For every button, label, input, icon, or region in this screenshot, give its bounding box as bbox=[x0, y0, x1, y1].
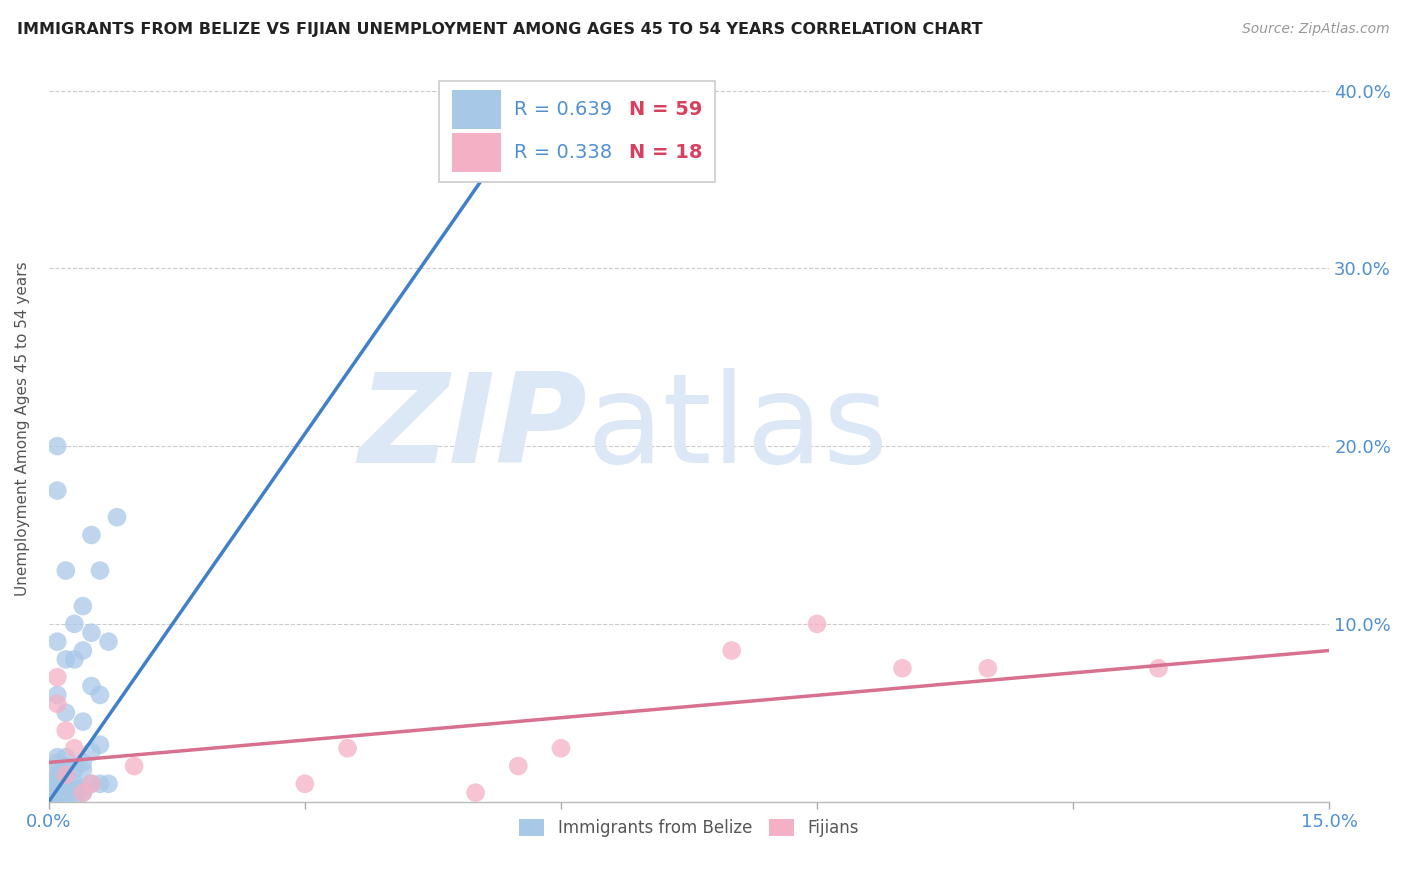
Point bbox=[38, 791, 60, 805]
Point bbox=[38, 784, 60, 798]
Point bbox=[80, 745, 103, 759]
Point bbox=[55, 759, 77, 773]
Point bbox=[46, 483, 69, 498]
Point bbox=[55, 750, 77, 764]
Point bbox=[63, 777, 86, 791]
Point bbox=[38, 788, 60, 802]
Point bbox=[72, 599, 94, 613]
Y-axis label: Unemployment Among Ages 45 to 54 years: Unemployment Among Ages 45 to 54 years bbox=[15, 261, 30, 596]
Point bbox=[80, 528, 103, 542]
Point bbox=[72, 714, 94, 729]
Point bbox=[46, 439, 69, 453]
Point bbox=[97, 634, 120, 648]
Point bbox=[294, 777, 316, 791]
Point bbox=[977, 661, 1000, 675]
Point bbox=[806, 616, 828, 631]
Point bbox=[46, 768, 69, 782]
Bar bbox=[453, 90, 501, 129]
Point bbox=[46, 784, 69, 798]
Point bbox=[72, 763, 94, 777]
Point bbox=[1147, 661, 1170, 675]
Point bbox=[63, 780, 86, 795]
Point bbox=[72, 786, 94, 800]
Text: ZIP: ZIP bbox=[357, 368, 586, 489]
Point bbox=[122, 759, 145, 773]
Point bbox=[63, 652, 86, 666]
Point bbox=[72, 780, 94, 795]
Point bbox=[55, 786, 77, 800]
Point bbox=[46, 763, 69, 777]
Bar bbox=[453, 133, 501, 171]
Point bbox=[55, 777, 77, 791]
Point bbox=[55, 652, 77, 666]
Point bbox=[720, 643, 742, 657]
Point bbox=[336, 741, 359, 756]
FancyBboxPatch shape bbox=[439, 81, 714, 182]
Point bbox=[508, 759, 530, 773]
Text: N = 18: N = 18 bbox=[628, 143, 703, 161]
Text: R = 0.338: R = 0.338 bbox=[513, 143, 612, 161]
Point bbox=[550, 741, 572, 756]
Point bbox=[46, 777, 69, 791]
Point bbox=[105, 510, 128, 524]
Text: Source: ZipAtlas.com: Source: ZipAtlas.com bbox=[1241, 22, 1389, 37]
Point bbox=[38, 780, 60, 795]
Point bbox=[97, 777, 120, 791]
Point bbox=[63, 741, 86, 756]
Point bbox=[55, 789, 77, 804]
Point bbox=[89, 738, 111, 752]
Text: N = 59: N = 59 bbox=[628, 100, 702, 120]
Point bbox=[89, 688, 111, 702]
Point bbox=[46, 697, 69, 711]
Point bbox=[38, 782, 60, 797]
Point bbox=[46, 789, 69, 804]
Point bbox=[89, 777, 111, 791]
Point bbox=[63, 763, 86, 777]
Point bbox=[891, 661, 914, 675]
Point bbox=[55, 768, 77, 782]
Point bbox=[72, 756, 94, 770]
Legend: Immigrants from Belize, Fijians: Immigrants from Belize, Fijians bbox=[510, 811, 868, 846]
Point bbox=[80, 777, 103, 791]
Point bbox=[63, 786, 86, 800]
Point bbox=[46, 670, 69, 684]
Point bbox=[80, 679, 103, 693]
Point bbox=[55, 564, 77, 578]
Point bbox=[72, 643, 94, 657]
Point bbox=[46, 756, 69, 770]
Point bbox=[46, 750, 69, 764]
Point bbox=[72, 786, 94, 800]
Text: IMMIGRANTS FROM BELIZE VS FIJIAN UNEMPLOYMENT AMONG AGES 45 TO 54 YEARS CORRELAT: IMMIGRANTS FROM BELIZE VS FIJIAN UNEMPLO… bbox=[17, 22, 983, 37]
Point bbox=[38, 777, 60, 791]
Point bbox=[63, 789, 86, 804]
Point bbox=[80, 777, 103, 791]
Point bbox=[46, 773, 69, 788]
Point bbox=[46, 634, 69, 648]
Text: R = 0.639: R = 0.639 bbox=[513, 100, 612, 120]
Point bbox=[46, 791, 69, 805]
Point bbox=[46, 786, 69, 800]
Point bbox=[38, 786, 60, 800]
Point bbox=[46, 688, 69, 702]
Point bbox=[55, 723, 77, 738]
Point bbox=[464, 786, 486, 800]
Point bbox=[55, 768, 77, 782]
Point bbox=[80, 625, 103, 640]
Point bbox=[63, 616, 86, 631]
Point bbox=[38, 789, 60, 804]
Point bbox=[46, 780, 69, 795]
Point bbox=[55, 706, 77, 720]
Point bbox=[55, 780, 77, 795]
Text: atlas: atlas bbox=[586, 368, 889, 489]
Point bbox=[89, 564, 111, 578]
